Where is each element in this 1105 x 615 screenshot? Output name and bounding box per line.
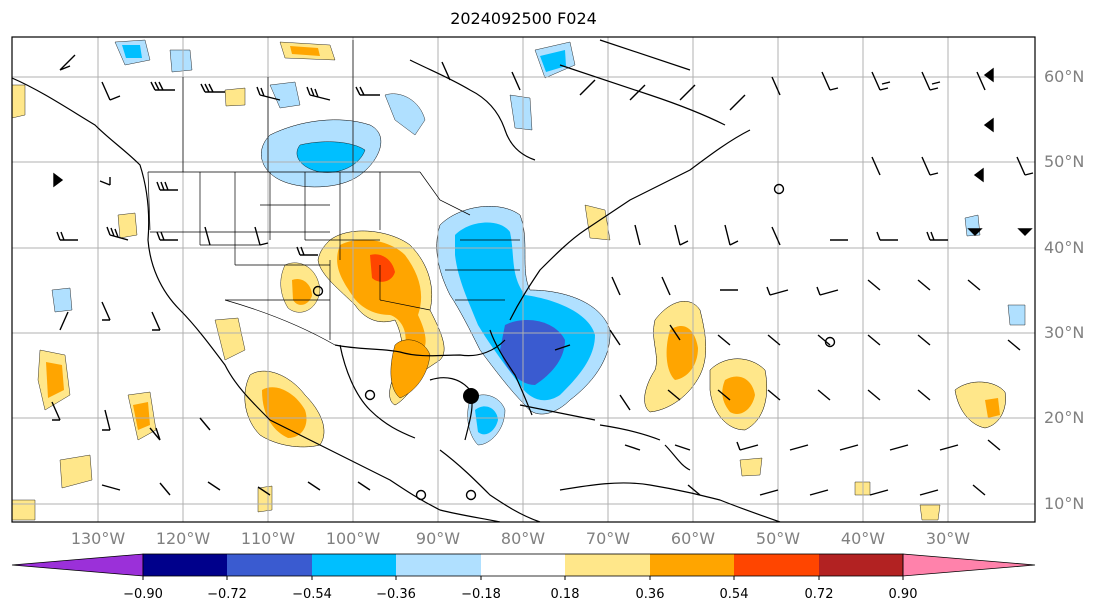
colorbar-low-extend [11,553,144,577]
calm-circle [312,285,324,297]
lon-label: 70°W [585,529,631,548]
anomaly-shading [12,39,1026,521]
colorbar-tick-label: −0.90 [123,587,163,602]
colorbar-tick-label: 0.18 [550,587,580,602]
lon-label: 80°W [500,529,546,548]
map-markers [312,183,836,501]
lat-label: 60°N [1044,67,1085,86]
colorbar-swatch [143,554,227,576]
lat-label: 50°N [1044,152,1085,171]
lon-label: 130°W [70,529,126,548]
calm-circle [415,489,427,501]
map-frame [11,36,1036,523]
lat-label: 10°N [1044,494,1085,513]
calm-circle [465,489,477,501]
lon-label: 100°W [325,529,381,548]
colorbar-swatch [396,554,481,576]
colorbar [11,553,1036,580]
colorbar-swatch [312,554,396,576]
political-borders [147,40,520,346]
wind-barbs [51,54,1034,496]
calm-circle [773,183,785,195]
lat-label: 40°N [1044,238,1085,257]
lat-label: 30°N [1044,323,1085,342]
map-title: 2024092500 F024 [450,9,597,28]
colorbar-tick-label: −0.54 [292,587,332,602]
colorbar-swatch [565,554,650,576]
colorbar-high-extend [902,553,1036,577]
colorbar-swatch [734,554,819,576]
colorbar-tick-label: 0.90 [888,587,918,602]
colorbar-tick-label: 0.36 [635,587,665,602]
colorbar-swatch [819,554,903,576]
colorbar-tick-label: −0.18 [461,587,501,602]
lon-label: 90°W [415,529,461,548]
graticule [12,37,1035,522]
colorbar-tick-label: 0.72 [804,587,834,602]
colorbar-swatch [481,554,565,576]
lon-label: 50°W [755,529,801,548]
colorbar-swatch [227,554,312,576]
lon-label: 60°W [670,529,716,548]
lat-label: 20°N [1044,408,1085,427]
lon-label: 120°W [155,529,211,548]
lon-label: 40°W [840,529,886,548]
colorbar-tick-label: 0.54 [719,587,749,602]
lon-label: 30°W [925,529,971,548]
lon-label: 110°W [240,529,296,548]
colorbar-tick-label: −0.36 [376,587,416,602]
colorbar-tick-label: −0.72 [207,587,247,602]
storm-center-marker [463,388,479,404]
calm-circle [824,336,836,348]
calm-circle [364,389,376,401]
colorbar-swatch [650,554,734,576]
